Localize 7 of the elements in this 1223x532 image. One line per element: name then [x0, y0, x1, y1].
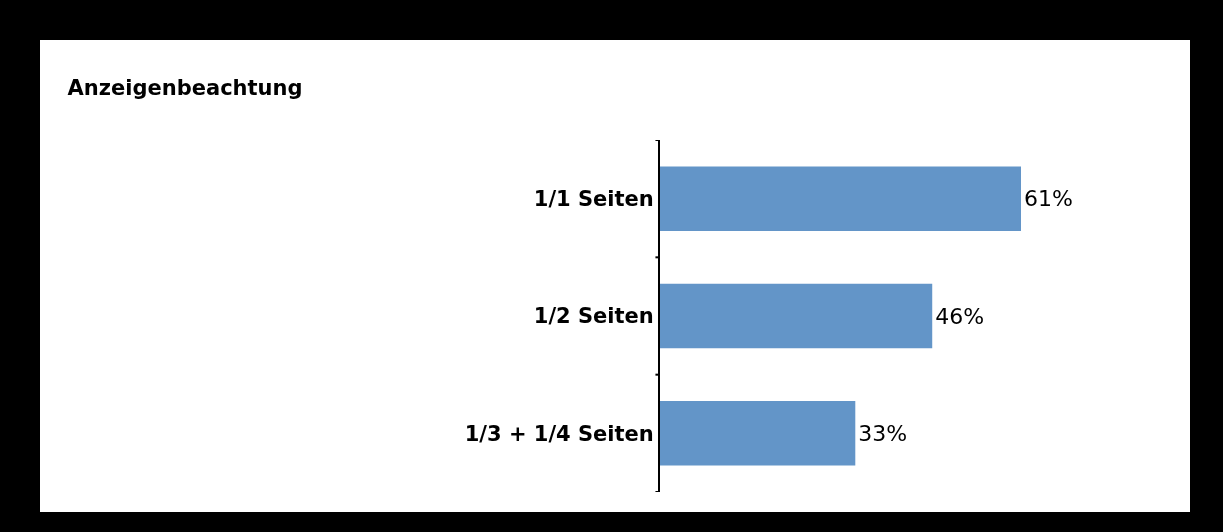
y-tick-label: 1/1 Seiten	[533, 187, 654, 212]
data-label: 61%	[1024, 186, 1073, 212]
y-tick-label: 1/2 Seiten	[533, 304, 654, 329]
y-tick-label: 1/3 + 1/4 Seiten	[464, 421, 654, 446]
text: Anzeigenbeachtung	[67, 75, 303, 100]
data-label: 33%	[858, 420, 908, 446]
data-label: 46%	[935, 303, 985, 329]
